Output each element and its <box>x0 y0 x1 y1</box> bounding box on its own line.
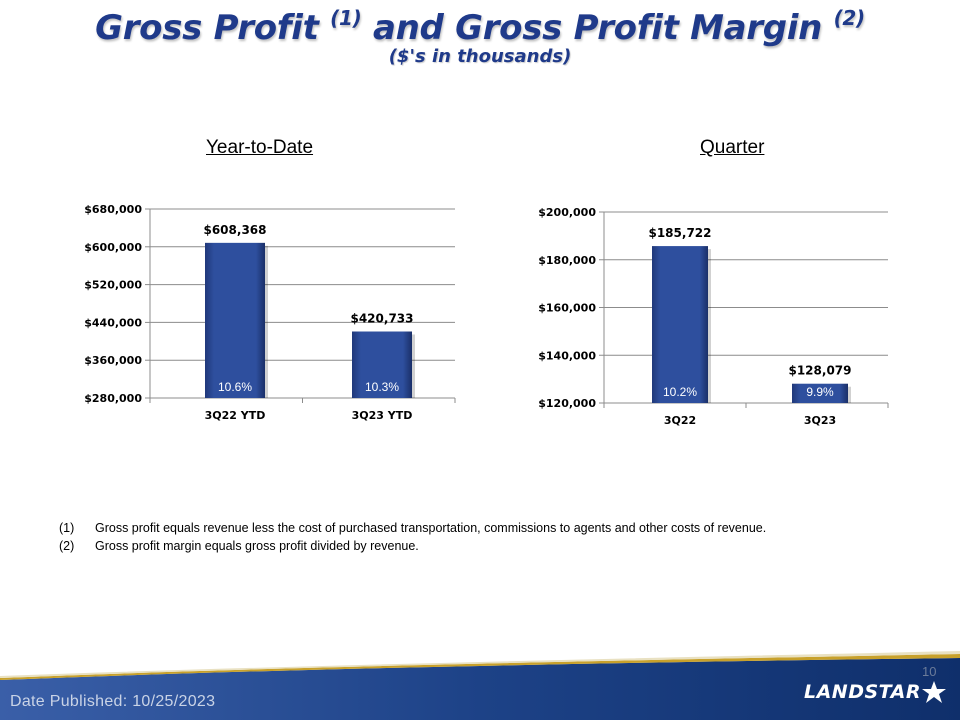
quarter-ytick-label: $140,000 <box>538 349 596 362</box>
ytd-margin-label: 10.3% <box>365 380 399 394</box>
ytd-value-label: $608,368 <box>203 223 266 237</box>
page-subtitle: ($'s in thousands) <box>388 46 572 67</box>
title-part-1: Gross Profit <box>95 8 319 48</box>
page-title: Gross Profit (1) and Gross Profit Margin… <box>0 6 960 48</box>
quarter-ytick-label: $120,000 <box>538 397 596 410</box>
quarter-section-label: Quarter <box>700 137 765 158</box>
footnote-text: Gross profit margin equals gross profit … <box>95 539 419 553</box>
ytd-bar <box>352 331 412 398</box>
quarter-margin-label: 10.2% <box>663 385 697 399</box>
footnotes: (1) Gross profit equals revenue less the… <box>59 519 766 555</box>
ytd-ytick-label: $280,000 <box>84 392 142 405</box>
quarter-margin-label: 9.9% <box>806 385 834 399</box>
quarter-ytick-label: $160,000 <box>538 302 596 315</box>
quarter-category-label: 3Q22 <box>664 414 696 427</box>
title-part-2: and Gross Profit Margin <box>372 8 823 48</box>
logo-wordmark: LANDSTAR <box>804 681 921 703</box>
footnote-text: Gross profit equals revenue less the cos… <box>95 521 767 535</box>
date-published: Date Published: 10/25/2023 <box>10 693 216 710</box>
footnote-number: (2) <box>59 539 75 553</box>
title-block: Gross Profit (1) and Gross Profit Margin… <box>0 6 960 67</box>
footer-band <box>0 651 960 720</box>
ytd-value-label: $420,733 <box>350 312 413 326</box>
star-icon <box>922 681 946 703</box>
ytd-category-label: 3Q22 YTD <box>205 409 266 422</box>
ytd-ytick-label: $440,000 <box>84 316 142 329</box>
quarter-value-label: $185,722 <box>648 226 711 240</box>
ytd-bar <box>205 242 265 398</box>
quarter-bar <box>652 246 708 403</box>
footnote-1: (1) Gross profit equals revenue less the… <box>59 519 766 537</box>
quarter-category-label: 3Q23 <box>804 414 836 427</box>
ytd-ytick-label: $360,000 <box>84 354 142 367</box>
ytd-ytick-label: $680,000 <box>84 203 142 216</box>
title-footnote-ref-1: (1) <box>330 6 362 30</box>
ytd-category-label: 3Q23 YTD <box>352 409 413 422</box>
quarter-ytick-label: $200,000 <box>538 206 596 219</box>
footnote-2: (2) Gross profit margin equals gross pro… <box>59 537 766 555</box>
ytd-section-label: Year-to-Date <box>206 137 314 158</box>
page-number: 10 <box>922 664 937 679</box>
ytd-ytick-label: $600,000 <box>84 241 142 254</box>
footnote-number: (1) <box>59 521 75 535</box>
ytd-ytick-label: $520,000 <box>84 279 142 292</box>
ytd-margin-label: 10.6% <box>218 380 252 394</box>
quarter-bar <box>792 383 848 403</box>
quarter-ytick-label: $180,000 <box>538 254 596 267</box>
title-footnote-ref-2: (2) <box>833 6 866 30</box>
quarter-value-label: $128,079 <box>788 364 851 378</box>
landstar-logo: LANDSTAR <box>804 680 947 704</box>
